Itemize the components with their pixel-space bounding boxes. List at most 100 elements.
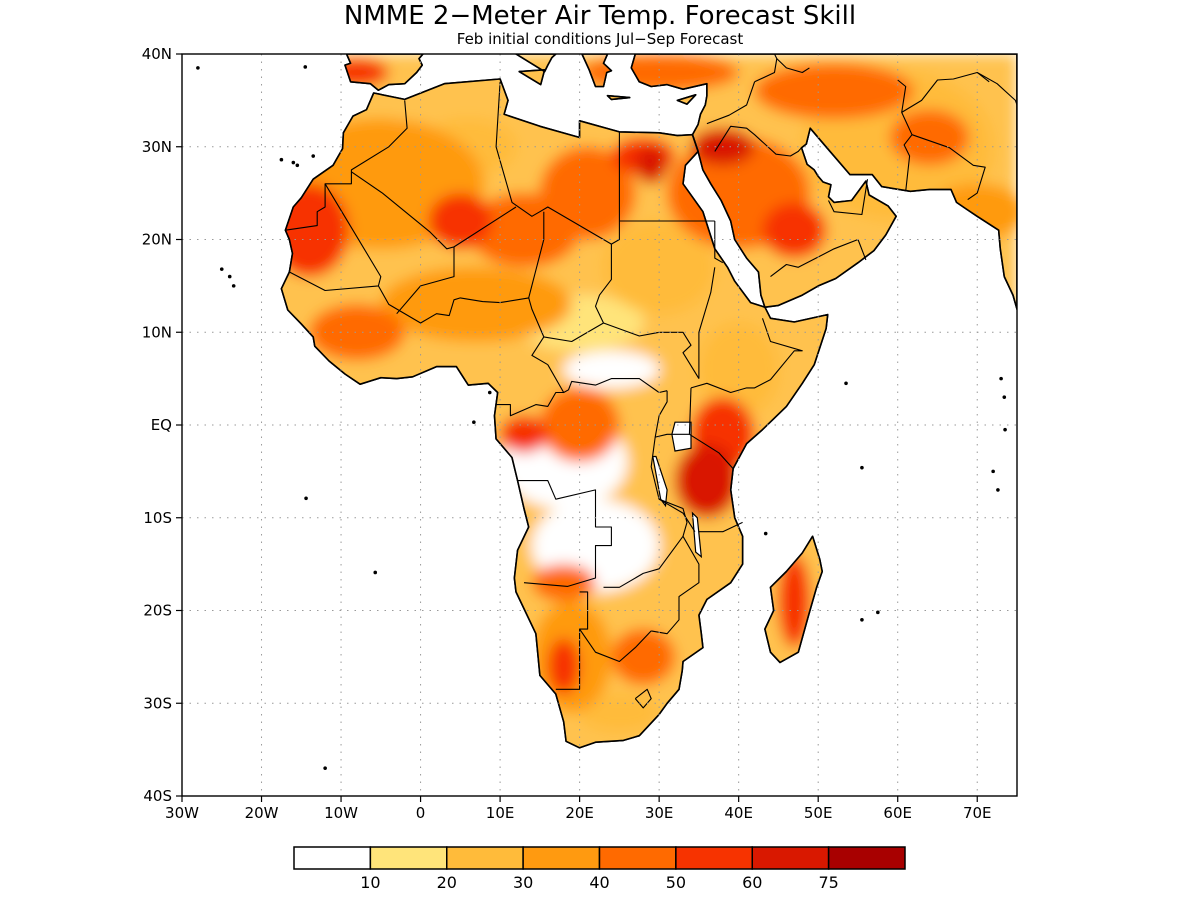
island-14 [860,617,864,622]
colorbar-label: 75 [818,873,838,892]
border-10 [547,364,668,394]
lat-tick-label: EQ [151,416,172,434]
coastline-5 [764,535,823,664]
colorbar-segment-4 [598,846,677,870]
border-11 [496,391,564,417]
coastline-7 [606,94,631,101]
border-33 [911,134,986,201]
coastline-0 [280,78,829,749]
lon-tick-label: 20W [245,804,279,822]
coastline-2 [344,54,424,91]
island-13 [763,531,768,536]
island-20 [1003,427,1007,432]
island-19 [1002,395,1007,399]
lat-tick-label: 40S [143,787,172,805]
border-25 [634,688,652,709]
island-23 [323,766,327,770]
lon-tick-label: 10W [324,804,358,822]
border-20 [603,498,688,588]
colorbar-segment-3 [522,846,601,870]
border-24 [579,628,652,663]
lon-tick-label: 30W [165,804,199,822]
lon-tick-label: 20E [565,804,594,822]
coastline-4 [581,54,613,88]
colorbar-label: 40 [589,873,609,892]
border-9 [543,322,604,343]
island-21 [996,488,1000,492]
longitude-axis: 30W 20W 10W 0 10E 20E 30E 40E 50E 60E 70E [165,796,992,822]
lat-tick-label: 30S [143,694,172,712]
skill-region-7 [603,220,715,314]
coastline-6 [518,69,546,86]
colorbar: 10 20 30 40 50 60 75 [293,846,906,892]
skill-region-17 [309,304,405,361]
plot-area [182,54,1017,796]
lon-tick-label: 60E [883,804,912,822]
island-6 [219,267,224,271]
colorbar-label: 60 [742,873,762,892]
colorbar-segment-0 [293,846,372,870]
map-title: NMME 2−Meter Air Temp. Forecast Skill [344,1,856,31]
skill-region-20 [611,629,676,685]
skill-region-30 [547,638,580,694]
colorbar-segment-6 [751,846,830,870]
island-15 [876,610,880,615]
island-2 [279,157,284,162]
skill-region-35 [675,443,739,518]
skill-region-19 [531,564,596,602]
island-17 [860,465,864,470]
border-19 [688,387,692,435]
border-28 [770,238,867,278]
lon-tick-label: 40E [724,804,753,822]
lat-tick-label: 30N [142,138,172,156]
skill-region-32 [762,202,827,259]
border-26 [714,125,802,157]
map-subtitle: Feb initial conditions Jul−Sep Forecast [457,30,744,48]
border-12 [517,480,612,587]
colorbar-label: 10 [360,873,380,892]
lat-tick-label: 10S [143,509,172,527]
island-22 [991,469,995,474]
latitude-axis: 40N 30N 20N 10N EQ 10S 20S 30S 40S [142,45,182,805]
lat-tick-label: 40N [142,45,172,63]
lat-tick-label: 20N [142,231,172,249]
lon-tick-label: 10E [486,804,515,822]
skill-region-12 [380,267,572,342]
skill-region-26 [428,193,493,249]
coastline-3 [515,54,557,73]
skill-region-23 [754,63,914,119]
skill-region-34 [635,146,668,184]
lon-tick-label: 50E [804,804,833,822]
lake-2 [691,511,703,559]
colorbar-segment-7 [827,846,906,870]
island-3 [311,154,316,158]
border-7 [396,246,455,315]
lake-1 [652,455,668,508]
island-12 [487,390,492,395]
border-13 [654,390,668,438]
border-16 [698,267,716,379]
skill-region-29 [500,415,548,453]
island-0 [291,160,296,165]
border-21 [651,536,700,635]
lat-tick-label: 20S [143,602,172,620]
colorbar-label: 50 [666,873,686,892]
island-11 [472,420,476,425]
coastline-8 [676,94,697,105]
island-1 [295,163,300,168]
border-17 [714,221,724,264]
coastlines [196,54,1017,770]
border-0 [594,131,700,379]
border-3 [285,100,408,231]
colorbar-label: 30 [513,873,533,892]
lon-tick-label: 70E [963,804,992,822]
country-borders [285,54,1017,709]
border-27 [706,81,756,125]
island-5 [231,284,236,288]
colorbar-segment-5 [675,846,753,870]
border-6 [377,285,549,366]
coastline-1 [630,54,1017,310]
lon-tick-label: 30E [645,804,674,822]
lon-tick-label: 0 [416,804,426,822]
border-8 [528,211,545,299]
